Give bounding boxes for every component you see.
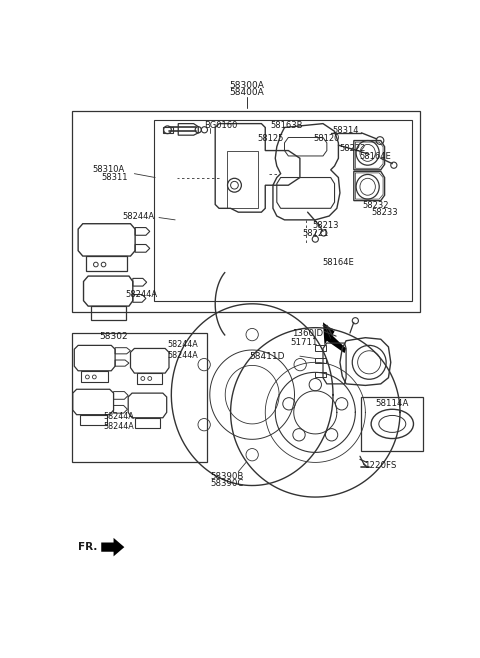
Text: 58244A: 58244A (122, 211, 154, 220)
Text: 58232: 58232 (362, 201, 389, 210)
Text: 58311: 58311 (102, 173, 128, 182)
Text: 58125: 58125 (257, 134, 284, 143)
Text: 58390C: 58390C (210, 480, 243, 488)
Text: 51711: 51711 (290, 338, 317, 347)
Text: 58114A: 58114A (376, 399, 409, 407)
Text: 58120: 58120 (313, 134, 340, 143)
Text: 58411D: 58411D (249, 351, 285, 361)
Text: 58400A: 58400A (229, 88, 264, 97)
Text: 58164E: 58164E (323, 258, 354, 266)
Text: BG0160: BG0160 (204, 120, 237, 130)
Text: 58164E: 58164E (360, 152, 391, 161)
Text: FR.: FR. (78, 542, 97, 552)
Text: 58233: 58233 (372, 209, 398, 217)
Text: 58222: 58222 (339, 143, 365, 153)
Text: 58244A: 58244A (104, 422, 134, 431)
Polygon shape (101, 538, 124, 557)
Polygon shape (323, 322, 346, 353)
Text: 58163B: 58163B (271, 120, 303, 130)
Text: 58244A: 58244A (168, 340, 198, 349)
Text: 58221: 58221 (302, 229, 328, 238)
Text: 58302: 58302 (100, 332, 128, 341)
Text: 58390B: 58390B (210, 472, 243, 481)
Text: 58244A: 58244A (168, 351, 198, 360)
Text: 58213: 58213 (312, 221, 338, 230)
Text: 1220FS: 1220FS (364, 461, 396, 470)
Text: 58244A: 58244A (125, 290, 157, 299)
Text: 58244A: 58244A (104, 412, 134, 420)
Text: 1360JD: 1360JD (292, 328, 323, 338)
Text: 58310A: 58310A (93, 165, 125, 174)
Text: 58300A: 58300A (229, 82, 264, 90)
Text: 58314: 58314 (333, 126, 360, 135)
